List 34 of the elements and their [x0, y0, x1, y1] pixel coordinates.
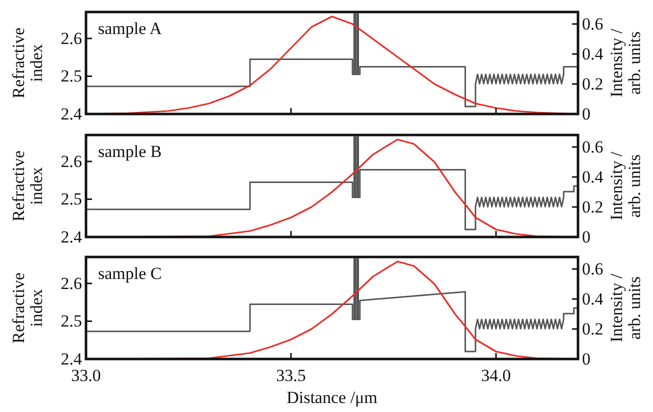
y-tick-label: 2.4 [60, 227, 82, 246]
y-axis-title: Refractive index [9, 150, 46, 222]
annotation: sample B [98, 142, 162, 161]
y2-axis-title: Intensity / arb. units [607, 151, 644, 220]
y2-tick-label: 0 [582, 227, 590, 246]
y-tick-label: 2.6 [60, 152, 82, 171]
y-axis-title: Refractive index [9, 272, 46, 344]
y2-tick-label: 0 [582, 104, 590, 124]
y-tick-label: 2.5 [60, 312, 82, 331]
y-tick-label: 2.6 [60, 274, 82, 293]
annotation: sample A [98, 19, 162, 38]
y2-tick-label: 0.4 [582, 167, 604, 186]
y2-tick-label: 0.2 [582, 74, 604, 94]
y2-tick-label: 0.2 [582, 319, 604, 338]
y2-tick-label: 0.4 [582, 289, 604, 308]
y-tick-label: 2.5 [60, 66, 82, 86]
y2-tick-label: 0.4 [582, 44, 604, 64]
y2-axis-title: Intensity / arb. units [607, 273, 644, 342]
x-tick-label: 33.0 [71, 366, 101, 386]
y-tick-label: 2.4 [60, 349, 82, 368]
y-tick-label: 2.4 [60, 104, 82, 124]
y2-tick-label: 0.6 [582, 137, 604, 156]
x-tick-label: 34.0 [481, 366, 511, 386]
y2-tick-label: 0.6 [582, 259, 604, 278]
y2-tick-label: 0.6 [582, 14, 604, 34]
x-tick-label: 33.5 [276, 366, 306, 386]
y2-tick-label: 0 [582, 349, 590, 368]
annotation: sample C [98, 264, 162, 283]
x-axis-title: Distance /μm [286, 388, 378, 407]
y2-tick-label: 0.2 [582, 197, 604, 216]
y2-axis-title: Intensity / arb. units [607, 28, 644, 98]
y-tick-label: 2.6 [60, 28, 82, 48]
y-axis-title: Refractive index [9, 28, 46, 98]
y-tick-label: 2.5 [60, 190, 82, 209]
